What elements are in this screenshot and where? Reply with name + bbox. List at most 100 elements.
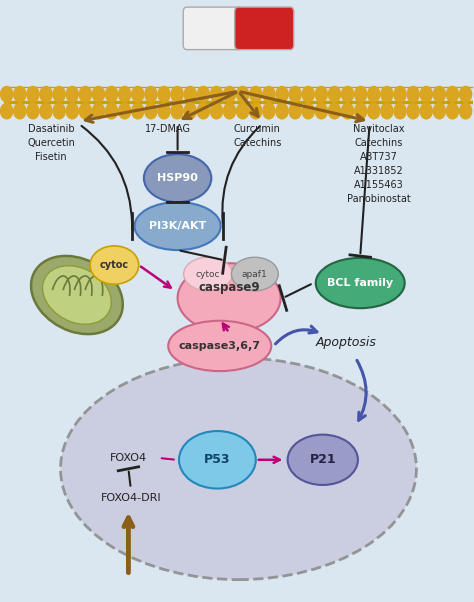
- Circle shape: [315, 87, 328, 102]
- Text: cytoc: cytoc: [100, 260, 129, 270]
- Circle shape: [197, 104, 210, 119]
- Circle shape: [0, 104, 13, 119]
- Circle shape: [27, 104, 39, 119]
- Circle shape: [27, 87, 39, 102]
- Text: FOXO4-DRI: FOXO4-DRI: [100, 492, 161, 503]
- Circle shape: [171, 104, 183, 119]
- Circle shape: [40, 104, 52, 119]
- Circle shape: [118, 87, 131, 102]
- Ellipse shape: [31, 256, 123, 334]
- Circle shape: [106, 87, 118, 102]
- Text: FOXO4: FOXO4: [110, 453, 147, 463]
- Circle shape: [14, 104, 26, 119]
- Text: Dasatinib
Quercetin
Fisetin: Dasatinib Quercetin Fisetin: [27, 124, 75, 162]
- Circle shape: [53, 104, 65, 119]
- Circle shape: [184, 104, 196, 119]
- Text: HSP90: HSP90: [157, 173, 198, 183]
- Circle shape: [66, 87, 78, 102]
- Circle shape: [355, 87, 367, 102]
- FancyBboxPatch shape: [235, 7, 294, 49]
- Circle shape: [420, 87, 432, 102]
- Circle shape: [250, 87, 262, 102]
- Text: apaf1: apaf1: [242, 270, 268, 279]
- Circle shape: [263, 104, 275, 119]
- Circle shape: [132, 87, 144, 102]
- Text: caspase9: caspase9: [198, 281, 260, 294]
- Ellipse shape: [288, 435, 358, 485]
- Text: cytoc: cytoc: [196, 270, 220, 279]
- Circle shape: [289, 104, 301, 119]
- FancyBboxPatch shape: [183, 7, 242, 49]
- Text: Curcumin
Catechins: Curcumin Catechins: [233, 124, 282, 148]
- Circle shape: [381, 104, 393, 119]
- Circle shape: [66, 104, 78, 119]
- Ellipse shape: [43, 265, 111, 324]
- Circle shape: [145, 87, 157, 102]
- Circle shape: [223, 87, 236, 102]
- Text: caspase3,6,7: caspase3,6,7: [179, 341, 261, 351]
- Ellipse shape: [144, 154, 211, 202]
- Circle shape: [210, 104, 223, 119]
- Circle shape: [53, 87, 65, 102]
- Circle shape: [459, 104, 472, 119]
- Circle shape: [433, 104, 446, 119]
- Circle shape: [197, 87, 210, 102]
- Ellipse shape: [231, 257, 278, 291]
- Circle shape: [132, 104, 144, 119]
- Ellipse shape: [168, 321, 271, 371]
- Circle shape: [250, 104, 262, 119]
- Circle shape: [276, 104, 288, 119]
- Circle shape: [210, 87, 223, 102]
- Ellipse shape: [178, 263, 281, 333]
- Ellipse shape: [90, 246, 139, 284]
- Text: PI3K/AKT: PI3K/AKT: [149, 221, 206, 231]
- Circle shape: [407, 87, 419, 102]
- Text: P21: P21: [310, 453, 336, 467]
- Circle shape: [79, 87, 91, 102]
- Circle shape: [368, 104, 380, 119]
- Text: Apoptosis: Apoptosis: [316, 337, 377, 349]
- Text: Navitoclax
Catechins
ABT737
A1331852
A1155463
Panobinostat: Navitoclax Catechins ABT737 A1331852 A11…: [347, 124, 411, 204]
- Circle shape: [171, 87, 183, 102]
- Circle shape: [315, 104, 328, 119]
- Circle shape: [223, 104, 236, 119]
- Circle shape: [145, 104, 157, 119]
- Circle shape: [368, 87, 380, 102]
- Circle shape: [459, 87, 472, 102]
- Circle shape: [106, 104, 118, 119]
- Circle shape: [263, 87, 275, 102]
- Circle shape: [276, 87, 288, 102]
- Text: 17-DMAG: 17-DMAG: [145, 124, 191, 134]
- Circle shape: [92, 104, 105, 119]
- Circle shape: [79, 104, 91, 119]
- Circle shape: [184, 87, 196, 102]
- Circle shape: [92, 87, 105, 102]
- Circle shape: [237, 104, 249, 119]
- Circle shape: [40, 87, 52, 102]
- Circle shape: [14, 87, 26, 102]
- Circle shape: [118, 104, 131, 119]
- Circle shape: [328, 104, 340, 119]
- Circle shape: [407, 104, 419, 119]
- Circle shape: [381, 87, 393, 102]
- Circle shape: [158, 87, 170, 102]
- Circle shape: [0, 87, 13, 102]
- Ellipse shape: [179, 431, 256, 489]
- Circle shape: [302, 87, 314, 102]
- Circle shape: [341, 104, 354, 119]
- Circle shape: [420, 104, 432, 119]
- Ellipse shape: [184, 257, 232, 291]
- Ellipse shape: [61, 358, 417, 580]
- Text: P53: P53: [204, 453, 231, 467]
- Circle shape: [394, 104, 406, 119]
- Circle shape: [328, 87, 340, 102]
- Ellipse shape: [135, 202, 221, 250]
- Circle shape: [158, 104, 170, 119]
- Circle shape: [341, 87, 354, 102]
- Circle shape: [355, 104, 367, 119]
- Circle shape: [394, 87, 406, 102]
- Circle shape: [447, 87, 458, 102]
- Circle shape: [433, 87, 446, 102]
- Circle shape: [289, 87, 301, 102]
- Circle shape: [237, 87, 249, 102]
